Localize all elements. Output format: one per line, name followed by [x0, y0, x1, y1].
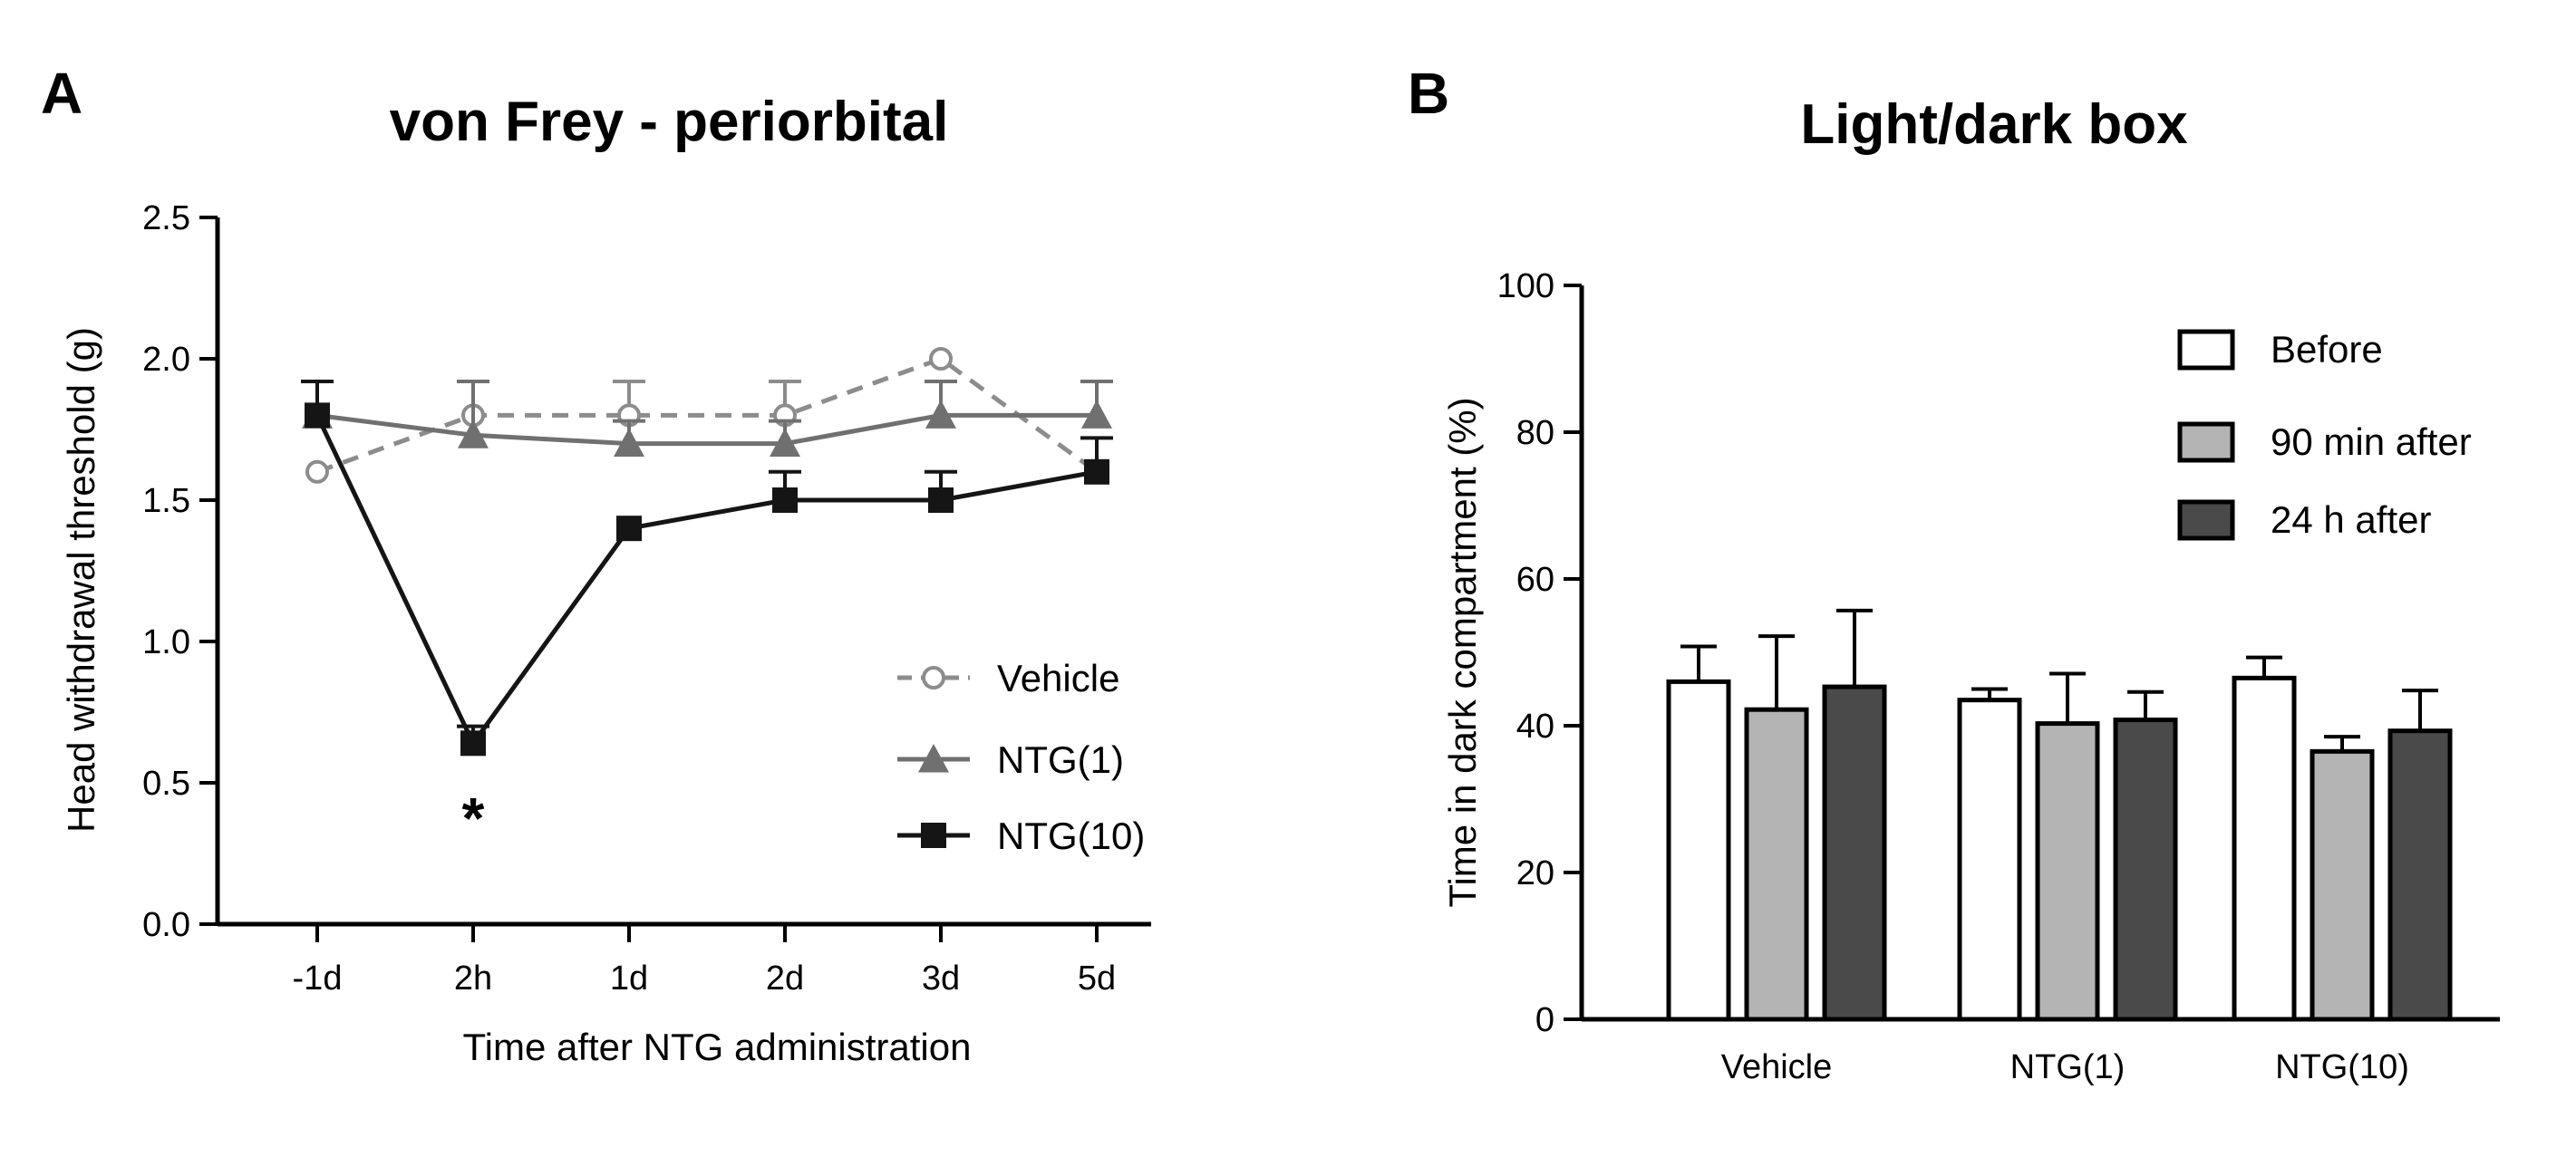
- panel-a-letter: A: [41, 61, 82, 126]
- data-point: [305, 459, 329, 484]
- y-tick-label: 20: [1516, 854, 1554, 892]
- bar-ntg-1--90-min-after: [2035, 721, 2100, 1022]
- x-tick-label: Vehicle: [1721, 1048, 1833, 1086]
- data-point: [772, 487, 798, 513]
- legend-label: Before: [2271, 328, 2383, 371]
- panel-a: A von Frey - periorbital Head withdrawal…: [41, 61, 1151, 1068]
- y-tick-label: 2.0: [142, 341, 190, 379]
- y-tick-label: 0: [1535, 1001, 1554, 1039]
- y-tick-label: 0.5: [142, 765, 190, 803]
- data-point: [616, 516, 642, 542]
- legend-marker: [918, 744, 949, 773]
- panel-b-title: Light/dark box: [1800, 93, 2188, 156]
- x-tick-label: 1d: [610, 959, 648, 998]
- x-tick-label: 2d: [766, 959, 804, 998]
- significance-asterisk: *: [462, 786, 485, 851]
- data-point: [305, 402, 330, 429]
- y-tick-label: 1.5: [142, 482, 190, 520]
- bar-vehicle-before: [1666, 679, 1731, 1022]
- panel-a-y-axis-label: Head withdrawal threshold (g): [60, 327, 102, 833]
- data-point: [928, 487, 954, 513]
- series-ntg-1-: [301, 379, 1113, 458]
- legend-label: NTG(1): [997, 738, 1124, 781]
- x-tick-label: NTG(1): [2010, 1048, 2126, 1086]
- data-point: [1084, 458, 1109, 485]
- legend-label: 90 min after: [2271, 420, 2472, 463]
- legend-label: 24 h after: [2271, 498, 2431, 541]
- legend-swatch: [2177, 421, 2235, 463]
- legend-marker: [922, 666, 945, 689]
- y-tick-label: 2.5: [142, 199, 190, 237]
- series-line: [316, 412, 1097, 447]
- bar-ntg-10--before: [2232, 675, 2297, 1022]
- y-tick-label: 1.0: [142, 623, 190, 661]
- panel-b-letter: B: [1408, 61, 1449, 126]
- y-tick-label: 80: [1516, 414, 1554, 452]
- legend-swatch: [2177, 499, 2235, 541]
- legend-marker: [921, 823, 946, 848]
- x-tick-label: 5d: [1078, 959, 1116, 998]
- data-point: [770, 428, 800, 458]
- legend-label: NTG(10): [997, 815, 1145, 857]
- y-tick-label: 60: [1516, 561, 1554, 599]
- bar-ntg-10--90-min-after: [2310, 748, 2375, 1022]
- panel-a-title: von Frey - periorbital: [390, 91, 949, 153]
- panel-b-legend: Before 90 min after 24 h after: [2177, 328, 2472, 541]
- x-tick-label: 3d: [922, 959, 960, 998]
- series-line: [316, 356, 1099, 475]
- data-point: [925, 400, 956, 429]
- series-line: [315, 414, 1098, 748]
- series-ntg-10-: [301, 379, 1113, 757]
- bar-vehicle-90-min-after: [1744, 707, 1809, 1022]
- data-point: [929, 347, 953, 371]
- data-point: [1081, 400, 1112, 429]
- y-tick-label: 40: [1516, 708, 1554, 746]
- bar-ntg-1--before: [1957, 698, 2022, 1022]
- panel-a-x-axis-label: Time after NTG administration: [463, 1026, 972, 1068]
- legend-label: Vehicle: [997, 657, 1119, 699]
- panel-b-plot: 0 20 40 60 80 100 Vehicle NTG(1) NTG(10): [1497, 267, 2500, 1086]
- panel-a-plot: 0.0 0.5 1.0 1.5 2.0 2.5 -1d 2h 1d 2d 3d 5d: [142, 199, 1151, 998]
- x-tick-label: -1d: [293, 959, 343, 998]
- bar-ntg-1--24-h-after: [2113, 718, 2178, 1022]
- panel-a-legend: Vehicle NTG(1) NTG(10): [897, 657, 1145, 857]
- bar-ntg-10--24-h-after: [2387, 728, 2453, 1022]
- data-point: [614, 428, 644, 458]
- panel-b-y-axis-label: Time in dark compartment (%): [1441, 397, 1484, 907]
- bar-vehicle-24-h-after: [1822, 684, 1887, 1022]
- y-tick-label: 100: [1497, 267, 1554, 305]
- data-point: [460, 730, 486, 757]
- x-tick-label: NTG(10): [2275, 1048, 2409, 1086]
- x-tick-label: 2h: [454, 959, 492, 998]
- legend-swatch: [2177, 329, 2235, 371]
- y-tick-label: 0.0: [142, 906, 190, 944]
- data-point: [458, 419, 489, 448]
- panel-b: B Light/dark box Time in dark compartmen…: [1408, 61, 2500, 1086]
